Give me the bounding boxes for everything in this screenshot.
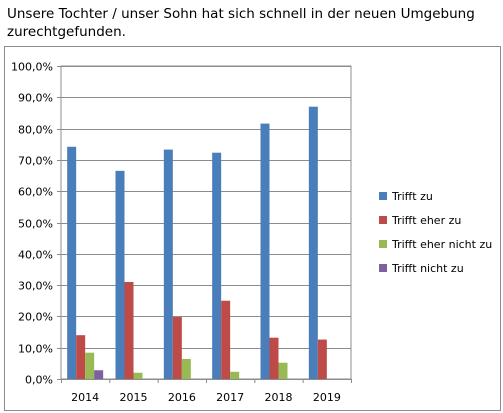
chart-frame — [4, 46, 501, 411]
y-tick-label: 0,0% — [25, 374, 53, 387]
y-tick-label: 100,0% — [11, 61, 53, 74]
y-tick-label: 30,0% — [18, 280, 53, 293]
x-tick-label: 2017 — [216, 391, 244, 404]
bar — [85, 352, 95, 379]
bar — [163, 149, 173, 379]
bar — [76, 335, 86, 379]
legend-swatch — [379, 192, 387, 200]
chart-title: Unsere Tochter / unser Sohn hat sich sch… — [7, 5, 487, 41]
plot-area — [60, 65, 352, 380]
x-tick-label: 2014 — [71, 391, 99, 404]
y-tick-label: 90,0% — [18, 92, 53, 105]
chart-title-line-2: zurechtgefunden. — [7, 24, 126, 40]
y-tick-label: 60,0% — [18, 186, 53, 199]
bar — [221, 300, 231, 379]
x-tick-label: 2015 — [120, 391, 148, 404]
legend-label: Trifft eher nicht zu — [391, 238, 492, 251]
y-tick-label: 20,0% — [18, 311, 53, 324]
chart-title-line-1: Unsere Tochter / unser Sohn hat sich sch… — [7, 6, 475, 22]
bar — [94, 370, 104, 379]
y-tick-label: 80,0% — [18, 124, 53, 137]
bar — [212, 152, 222, 379]
bar — [230, 371, 240, 379]
y-tick-label: 10,0% — [18, 343, 53, 356]
x-tick-label: 2018 — [265, 391, 293, 404]
legend-swatch — [379, 264, 387, 272]
legend-swatch — [379, 240, 387, 248]
x-tick-label: 2019 — [313, 391, 341, 404]
legend-label: Trifft eher zu — [391, 214, 461, 227]
bar — [133, 372, 143, 379]
bar — [67, 146, 77, 379]
bar — [278, 362, 288, 379]
y-tick-label: 40,0% — [18, 249, 53, 262]
bar — [269, 337, 279, 379]
legend-label: Trifft nicht zu — [391, 262, 464, 275]
bar — [260, 123, 270, 379]
y-tick-label: 50,0% — [18, 218, 53, 231]
bar — [181, 358, 191, 379]
legend-swatch — [379, 216, 387, 224]
legend-label: Trifft zu — [391, 190, 433, 203]
y-tick-label: 70,0% — [18, 155, 53, 168]
bar — [172, 317, 182, 379]
bar — [124, 281, 134, 379]
x-tick-label: 2016 — [168, 391, 196, 404]
bar — [115, 170, 125, 379]
bar — [317, 339, 327, 379]
bar — [308, 106, 318, 379]
